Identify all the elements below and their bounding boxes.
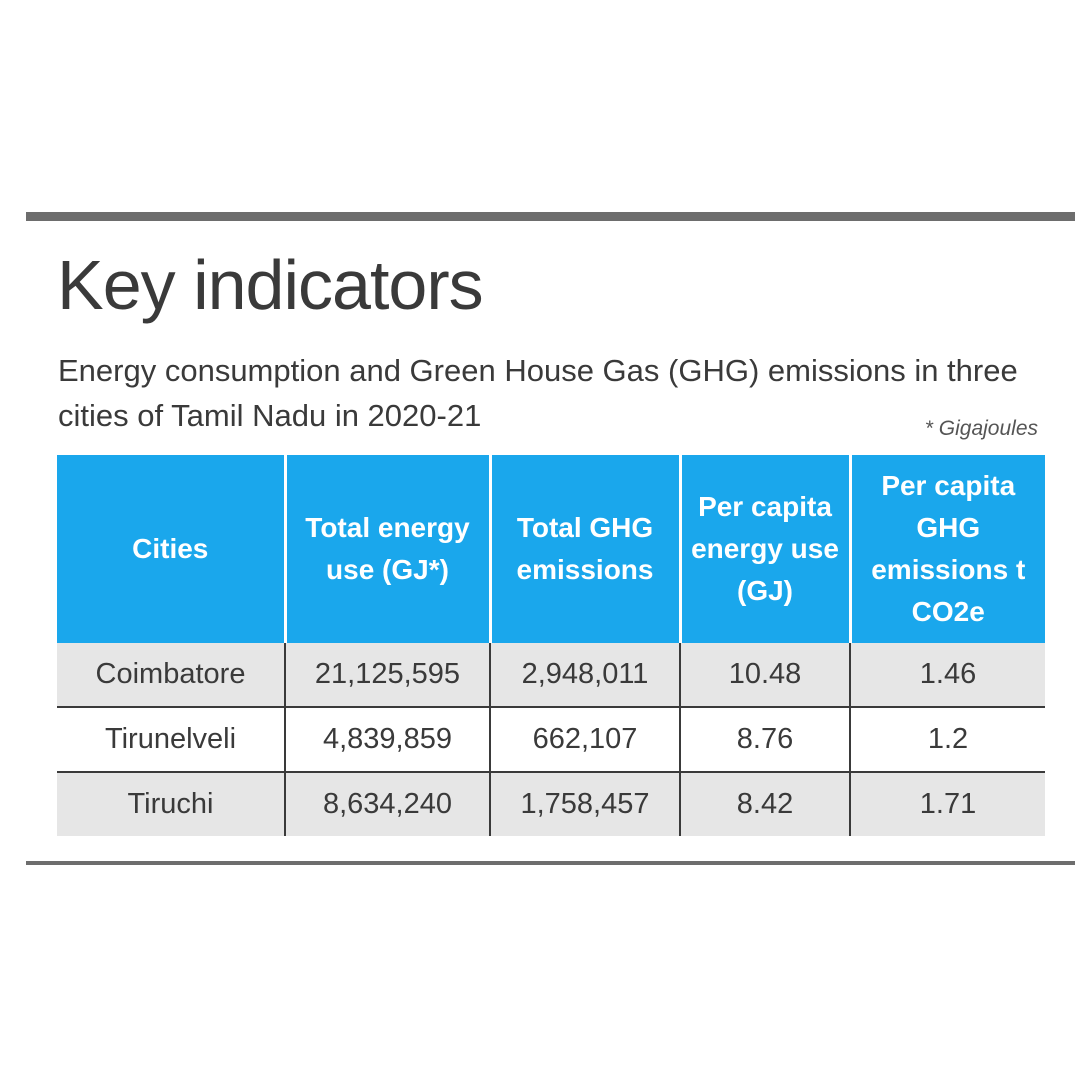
cell-total-energy-use: 21,125,595 bbox=[284, 643, 491, 708]
column-header-total-ghg-emissions: Total GHG emissions bbox=[488, 455, 682, 643]
cell-total-energy-use: 4,839,859 bbox=[284, 707, 491, 773]
table-row: Tiruchi 8,634,240 1,758,457 8.42 1.71 bbox=[57, 772, 1045, 836]
cell-total-ghg-emissions: 2,948,011 bbox=[489, 643, 681, 708]
cell-total-ghg-emissions: 662,107 bbox=[489, 707, 681, 773]
indicators-table: Cities Total energy use (GJ*) Total GHG … bbox=[57, 455, 1045, 836]
cell-per-capita-energy-use: 10.48 bbox=[679, 643, 851, 708]
footnote-gigajoules: * Gigajoules bbox=[924, 417, 1038, 440]
column-header-per-capita-ghg-emissions: Per capita GHG emissions t CO2e bbox=[848, 455, 1045, 643]
cell-city: Tirunelveli bbox=[57, 707, 286, 773]
cell-total-energy-use: 8,634,240 bbox=[284, 772, 491, 836]
cell-per-capita-ghg-emissions: 1.71 bbox=[849, 772, 1045, 836]
cell-per-capita-ghg-emissions: 1.46 bbox=[849, 643, 1045, 708]
chart-subtitle: Energy consumption and Green House Gas (… bbox=[58, 353, 1018, 433]
cell-per-capita-energy-use: 8.76 bbox=[679, 707, 851, 773]
header-row: Cities Total energy use (GJ*) Total GHG … bbox=[57, 455, 1045, 643]
column-header-per-capita-energy-use: Per capita energy use (GJ) bbox=[678, 455, 852, 643]
table-row: Tirunelveli 4,839,859 662,107 8.76 1.2 bbox=[57, 707, 1045, 773]
cell-per-capita-ghg-emissions: 1.2 bbox=[849, 707, 1045, 773]
table-row: Coimbatore 21,125,595 2,948,011 10.48 1.… bbox=[57, 643, 1045, 708]
top-rule bbox=[26, 212, 1075, 221]
cell-per-capita-energy-use: 8.42 bbox=[679, 772, 851, 836]
cell-city: Tiruchi bbox=[57, 772, 286, 836]
cell-total-ghg-emissions: 1,758,457 bbox=[489, 772, 681, 836]
cell-city: Coimbatore bbox=[57, 643, 286, 708]
column-header-cities: Cities bbox=[57, 455, 287, 643]
column-header-total-energy-use: Total energy use (GJ*) bbox=[283, 455, 492, 643]
chart-title: Key indicators bbox=[57, 246, 484, 324]
bottom-rule bbox=[26, 861, 1075, 865]
